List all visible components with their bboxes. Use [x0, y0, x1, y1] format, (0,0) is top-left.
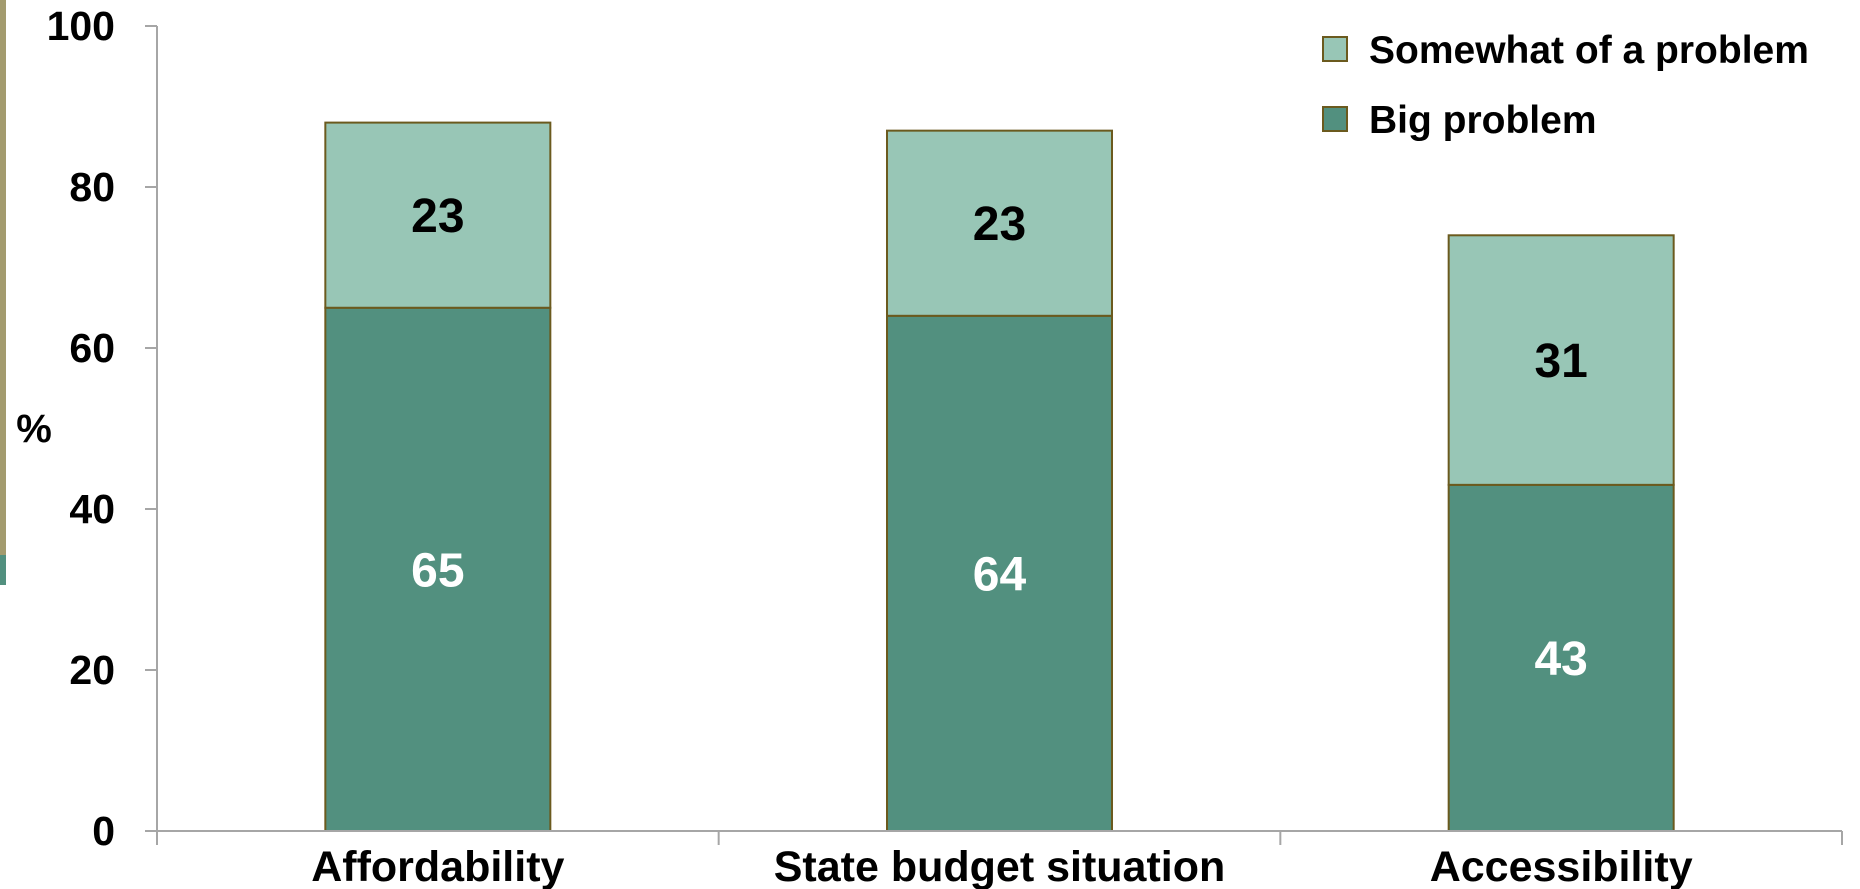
- x-category-label: State budget situation: [774, 843, 1226, 889]
- bar-segment: [886, 314, 1113, 832]
- left-edge-accent-bar-lower: [0, 555, 6, 585]
- legend-swatch: [1322, 106, 1348, 132]
- data-label: 64: [973, 548, 1027, 601]
- data-label: 65: [411, 544, 464, 597]
- y-tick-label: 60: [69, 325, 115, 371]
- y-tick-label: 80: [69, 164, 115, 210]
- left-edge-accent-bar: [0, 0, 6, 555]
- bar-segment: [1447, 234, 1675, 486]
- y-tick-label: 20: [69, 647, 115, 693]
- bar-segment: [324, 121, 552, 309]
- data-label: 23: [973, 198, 1026, 251]
- legend-swatch: [1322, 36, 1348, 62]
- x-category-label: Affordability: [311, 843, 564, 889]
- x-category-label: Accessibility: [1430, 843, 1693, 889]
- legend: Somewhat of a problem Big problem: [1322, 29, 1809, 142]
- y-tick-label: 40: [69, 486, 115, 532]
- data-label: 43: [1534, 633, 1587, 686]
- data-label: 23: [411, 190, 464, 243]
- y-tick-label: 0: [92, 808, 115, 854]
- data-label: 31: [1534, 335, 1587, 388]
- legend-label: Somewhat of a problem: [1369, 29, 1809, 72]
- bar-segment: [886, 129, 1113, 317]
- y-tick-label: 100: [47, 3, 115, 49]
- y-axis-title: %: [16, 407, 52, 451]
- bar-segment: [1447, 483, 1675, 832]
- legend-label: Big problem: [1369, 99, 1597, 142]
